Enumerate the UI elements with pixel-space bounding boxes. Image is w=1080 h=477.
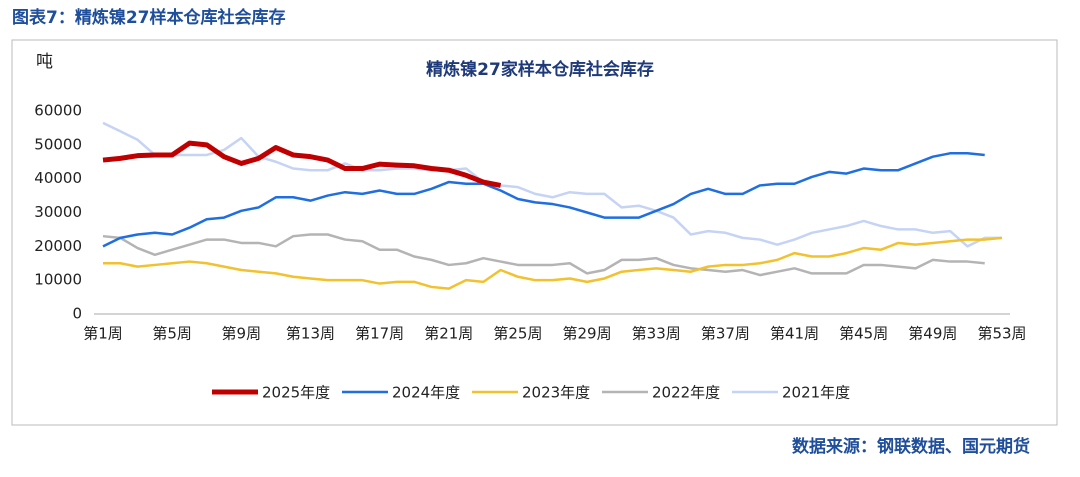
header-title: 图表7：精炼镍27样本仓库社会库存 [12,7,286,28]
x-tick-label: 第29周 [563,325,612,343]
legend-label: 2021年度 [782,384,850,402]
x-tick-label: 第41周 [770,325,819,343]
x-tick-label: 第25周 [493,325,542,343]
legend-label: 2024年度 [392,384,460,402]
y-tick-label: 0 [72,305,82,323]
legend-label: 2023年度 [522,384,590,402]
source: 数据来源：钢联数据、国元期货 [792,436,1030,457]
x-tick-label: 第9周 [222,325,262,343]
y-tick-label: 50000 [34,135,82,153]
x-tick-label: 第5周 [152,325,192,343]
y-tick-label: 30000 [34,203,82,221]
chart-title: 精炼镍27家样本仓库社会库存 [426,59,654,80]
x-tick-label: 第37周 [701,325,750,343]
x-tick-label: 第33周 [632,325,681,343]
x-tick-label: 第21周 [424,325,473,343]
x-tick-label: 第1周 [83,325,123,343]
legend-label: 2025年度 [262,384,330,402]
x-tick-label: 第17周 [355,325,404,343]
series-line [102,233,985,277]
chart-frame [11,39,1058,426]
y-axis-label: 吨 [36,52,53,72]
series-line [102,140,502,188]
y-tick-label: 60000 [34,102,82,120]
series-line [103,236,1003,290]
series-line [102,152,985,248]
x-tick-label: 第49周 [908,325,957,343]
legend-label: 2022年度 [652,384,720,402]
y-tick-label: 10000 [34,271,82,289]
x-tick-label: 第13周 [286,325,335,343]
y-tick-label: 40000 [34,169,82,187]
x-tick-label: 第45周 [839,325,888,343]
x-tick-label: 第53周 [977,325,1026,343]
series-line [102,121,1002,248]
y-tick-label: 20000 [34,237,82,255]
